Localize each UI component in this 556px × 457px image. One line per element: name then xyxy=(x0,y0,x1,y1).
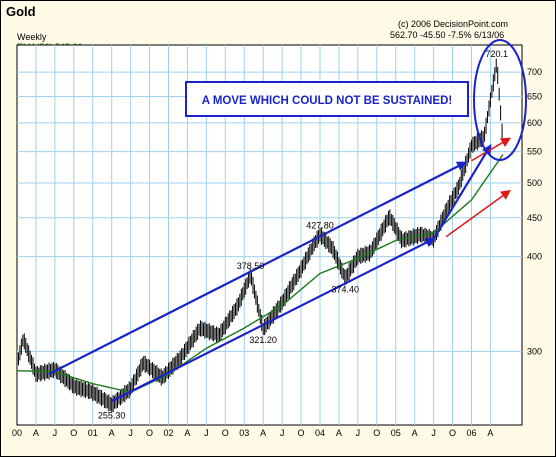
x-tick-label: O xyxy=(146,428,153,438)
y-tick-label: 700 xyxy=(527,67,542,77)
quote-readout: 562.70 -45.50 -7.5% 6/13/06 xyxy=(390,30,505,40)
price-label: 321.20 xyxy=(249,335,277,345)
x-tick-label: 04 xyxy=(315,428,325,438)
x-tick-label: O xyxy=(70,428,77,438)
x-tick-label: 06 xyxy=(466,428,476,438)
price-label: 374.40 xyxy=(331,284,359,294)
x-tick-label: A xyxy=(412,428,418,438)
y-tick-label: 500 xyxy=(527,178,542,188)
spike-highlight-ellipse xyxy=(473,39,527,161)
y-tick-label: 450 xyxy=(527,213,542,223)
price-label: 427.80 xyxy=(306,220,334,230)
x-tick-label: 02 xyxy=(163,428,173,438)
annotation-box xyxy=(185,81,469,117)
y-tick-label: 550 xyxy=(527,147,542,157)
x-tick-label: A xyxy=(184,428,190,438)
x-tick-label: J xyxy=(128,428,133,438)
ema-line xyxy=(16,154,504,394)
annotation-text: A MOVE WHICH COULD NOT BE SUSTAINED! xyxy=(202,95,452,107)
x-tick-label: O xyxy=(298,428,305,438)
x-tick-label: J xyxy=(431,428,436,438)
x-tick-label: J xyxy=(204,428,209,438)
x-tick-label: A xyxy=(336,428,342,438)
x-tick-label: A xyxy=(109,428,115,438)
x-tick-label: O xyxy=(222,428,229,438)
x-tick-label: 03 xyxy=(239,428,249,438)
x-tick-label: J xyxy=(356,428,361,438)
y-tick-label: 600 xyxy=(527,118,542,128)
x-tick-label: A xyxy=(260,428,266,438)
x-tick-label: 01 xyxy=(88,428,98,438)
x-tick-label: J xyxy=(53,428,58,438)
price-label: 255.30 xyxy=(98,411,126,421)
y-tick-label: 300 xyxy=(527,346,542,356)
trend-arrow-steep xyxy=(432,143,492,240)
trend-arrow-upper xyxy=(48,161,467,376)
price-label: 720.1 xyxy=(485,49,508,59)
red-arrow xyxy=(471,137,512,162)
x-tick-label: O xyxy=(373,428,380,438)
chart-title: Gold xyxy=(6,4,36,19)
trend-arrow-lower xyxy=(111,237,436,403)
chart-subtitle: Weekly xyxy=(17,32,47,42)
x-tick-label: 05 xyxy=(391,428,401,438)
x-tick-label: A xyxy=(487,428,493,438)
price-label: 378.50 xyxy=(237,261,265,271)
y-tick-label: 400 xyxy=(527,252,542,262)
x-tick-label: J xyxy=(280,428,285,438)
x-tick-label: O xyxy=(449,428,456,438)
red-arrow xyxy=(445,189,511,238)
x-tick-label: 00 xyxy=(12,428,22,438)
y-tick-label: 650 xyxy=(527,92,542,102)
x-tick-label: A xyxy=(33,428,39,438)
copyright: (c) 2006 DecisionPoint.com xyxy=(398,19,509,29)
